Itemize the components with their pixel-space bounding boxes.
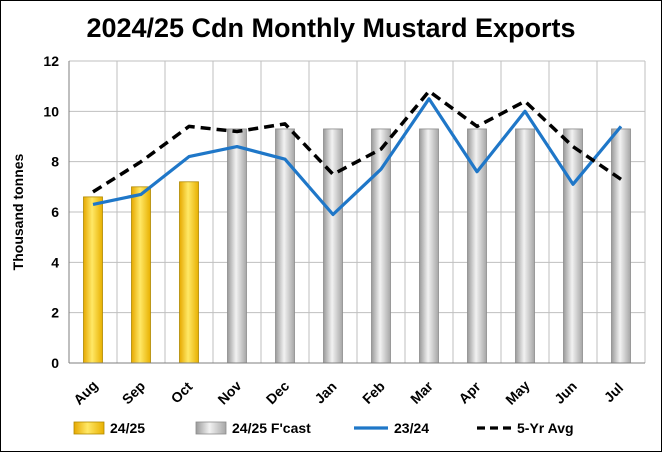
bars (83, 128, 631, 364)
x-tick-label-may: May (502, 377, 533, 408)
x-tick-label-dec: Dec (263, 378, 293, 408)
y-tick-label: 0 (51, 355, 59, 371)
y-tick-label: 12 (43, 53, 59, 69)
x-tick-label-aug: Aug (70, 377, 101, 408)
legend-label-5-yr-avg: 5-Yr Avg (517, 420, 574, 436)
chart-title: 2024/25 Cdn Monthly Mustard Exports (86, 13, 575, 43)
bar-forecast-nov (227, 128, 247, 364)
bar-actual-oct (179, 181, 199, 364)
y-axis-label: Thousand tonnes (10, 153, 26, 270)
bar-forecast-jul (611, 128, 631, 364)
bar-forecast-jun (563, 128, 583, 364)
legend-label-24-25-f-cast: 24/25 F'cast (232, 420, 311, 436)
legend-swatch-24-25-f-cast (195, 421, 227, 435)
bar-forecast-may (515, 128, 535, 364)
series-lines (92, 89, 623, 217)
x-tick-label-sep: Sep (119, 378, 148, 407)
legend-swatch-24-25 (73, 421, 105, 435)
gridlines (68, 60, 646, 363)
legend-label-23-24: 23/24 (394, 420, 429, 436)
y-tick-label: 8 (51, 154, 59, 170)
y-tick-label: 10 (43, 103, 59, 119)
bar-forecast-jan (323, 128, 343, 364)
x-tick-label-feb: Feb (359, 378, 388, 407)
bar-actual-sep (131, 186, 151, 364)
x-tick-label-jan: Jan (311, 378, 339, 406)
x-tick-label-apr: Apr (455, 378, 484, 407)
x-tick-label-oct: Oct (168, 378, 196, 406)
bar-forecast-feb (371, 128, 391, 364)
legend-label-24-25: 24/25 (110, 420, 145, 436)
bar-actual-aug (83, 196, 103, 364)
x-tick-label-jun: Jun (551, 378, 580, 407)
x-tick-label-mar: Mar (407, 378, 436, 407)
legend: 24/25 24/25 F'cast 23/24 5-Yr Avg (73, 420, 574, 436)
y-tick-label: 2 (51, 305, 59, 321)
series-line-five-yr-avg (92, 89, 622, 194)
bar-forecast-mar (419, 128, 439, 364)
y-tick-label: 6 (51, 204, 59, 220)
series-line-23-24 (92, 97, 623, 217)
x-tick-label-jul: Jul (601, 380, 627, 406)
bar-forecast-dec (275, 128, 295, 364)
x-tick-label-nov: Nov (214, 377, 244, 407)
y-tick-label: 4 (51, 254, 59, 270)
